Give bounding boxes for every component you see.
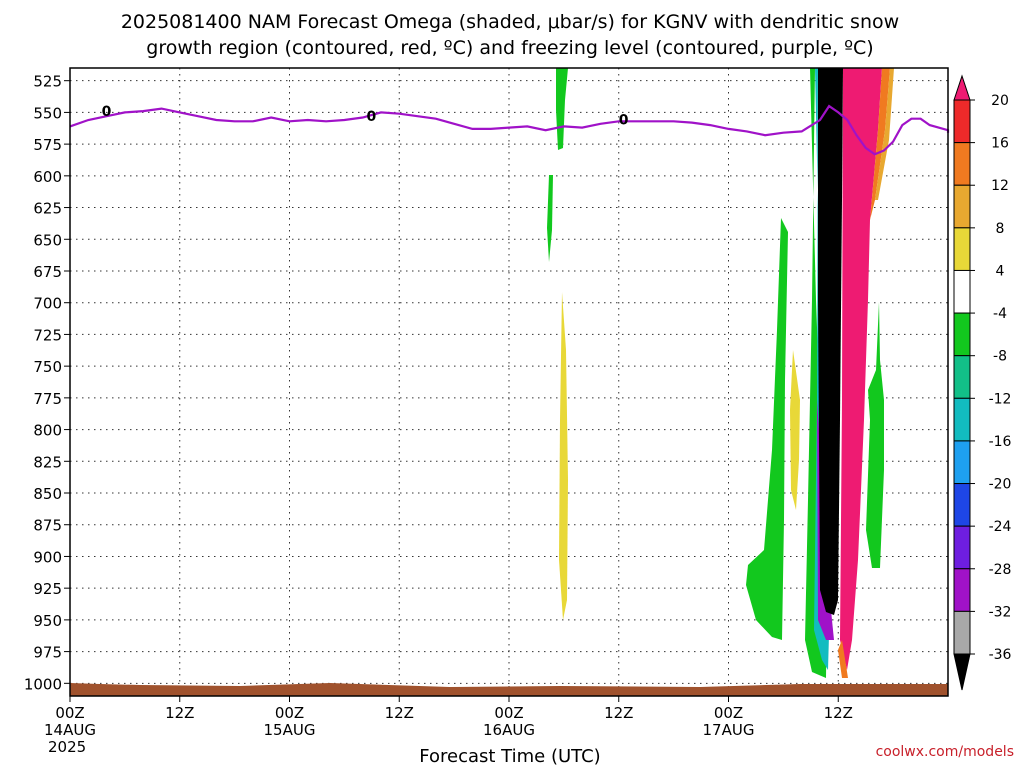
black-shade-core xyxy=(818,68,843,615)
y-tick-label: 675 xyxy=(33,263,62,281)
y-tick-label: 525 xyxy=(33,73,62,91)
credit-text: coolwx.com/models xyxy=(876,744,1014,760)
freezing-level-label: 0 xyxy=(367,109,377,125)
colorbar-segment xyxy=(953,312,971,357)
freezing-level-contour xyxy=(69,104,950,156)
y-tick-label: 950 xyxy=(33,612,62,630)
x-tick-label: 17AUG xyxy=(703,721,755,739)
y-tick-label: 700 xyxy=(33,295,62,313)
colorbar-segment xyxy=(953,568,971,612)
x-tick-label: 2025 xyxy=(48,738,86,756)
colorbar-tick-label: -24 xyxy=(989,519,1012,535)
y-tick-label: 875 xyxy=(33,517,62,535)
x-tick-label: 12Z xyxy=(604,704,633,722)
colorbar-segment xyxy=(953,440,971,485)
colorbar-segment xyxy=(953,184,971,229)
freezing-level-label: 0 xyxy=(619,113,629,129)
chart-title-line2: growth region (contoured, red, ºC) and f… xyxy=(146,37,873,59)
colorbar: 20 16 12 8 4 -4 -8 -12 -16 -20 -24 -28 -32 -36 xyxy=(953,74,1012,691)
plot-area: 0 0 0 xyxy=(69,67,950,697)
x-tick-label: 00Z xyxy=(275,704,304,722)
yellow-shade-right xyxy=(790,350,800,510)
y-tick-label: 900 xyxy=(33,548,62,566)
colorbar-segment xyxy=(953,142,971,186)
colorbar-tick-label: -28 xyxy=(989,562,1012,578)
x-tick-label: 15AUG xyxy=(264,721,316,739)
colorbar-tick-label: -32 xyxy=(989,604,1012,620)
chart-title-line1: 2025081400 NAM Forecast Omega (shaded, μ… xyxy=(121,11,899,33)
y-tick-label: 775 xyxy=(33,390,62,408)
y-tick-label: 1000 xyxy=(24,675,62,693)
x-tick-label: 00Z xyxy=(714,704,743,722)
orange-shade-edge xyxy=(870,68,890,220)
y-tick-label: 750 xyxy=(33,358,62,376)
x-axis-label: Forecast Time (UTC) xyxy=(419,746,600,767)
x-tick-label: 00Z xyxy=(55,704,84,722)
colorbar-tick-label: -20 xyxy=(989,477,1012,493)
colorbar-tick-label: -4 xyxy=(993,306,1007,322)
colorbar-segment xyxy=(953,525,971,570)
y-tick-label: 800 xyxy=(33,422,62,440)
y-tick-label: 925 xyxy=(33,580,62,598)
green-shade-top xyxy=(556,68,568,150)
colorbar-bottom-arrow xyxy=(953,653,971,691)
colorbar-segment xyxy=(953,483,971,527)
x-tick-label: 00Z xyxy=(494,704,523,722)
x-tick-label: 12Z xyxy=(165,704,194,722)
colorbar-tick-label: 16 xyxy=(991,136,1009,152)
colorbar-tick-label: 20 xyxy=(991,93,1009,109)
freezing-level-label: 0 xyxy=(102,104,112,120)
colorbar-tick-label: -16 xyxy=(989,434,1012,450)
colorbar-segment xyxy=(953,99,971,144)
colorbar-segment xyxy=(953,227,971,271)
colorbar-tick-label: -8 xyxy=(993,349,1007,365)
colorbar-segment xyxy=(953,397,971,442)
omega-shading xyxy=(547,68,894,678)
orange-shade-base xyxy=(838,640,848,678)
colorbar-top-arrow xyxy=(953,74,971,101)
colorbar-tick-label: 12 xyxy=(991,178,1009,194)
x-tick-label: 16AUG xyxy=(483,721,535,739)
y-tick-label: 825 xyxy=(33,453,62,471)
freezing-level-labels: 0 0 0 xyxy=(102,104,629,129)
green-shade-right xyxy=(866,302,884,568)
y-tick-label: 600 xyxy=(33,168,62,186)
colorbar-segment xyxy=(953,610,971,655)
colorbar-segment xyxy=(953,355,971,399)
y-tick-label: 975 xyxy=(33,644,62,662)
y-axis-ticks: 525 550 575 600 625 650 675 700 725 750 775 800 825 8… xyxy=(24,73,70,693)
y-tick-label: 550 xyxy=(33,104,62,122)
colorbar-tick-label: -36 xyxy=(989,647,1012,663)
green-shade-left-lower xyxy=(746,218,788,640)
terrain-surface xyxy=(70,683,948,696)
y-tick-label: 650 xyxy=(33,231,62,249)
y-tick-label: 725 xyxy=(33,326,62,344)
y-tick-label: 575 xyxy=(33,136,62,154)
colorbar-tick-label: -12 xyxy=(989,391,1012,407)
y-tick-label: 850 xyxy=(33,485,62,503)
y-tick-label: 625 xyxy=(33,200,62,218)
x-tick-label: 14AUG xyxy=(44,721,96,739)
colorbar-tick-label: 8 xyxy=(996,221,1005,237)
green-shade-600 xyxy=(547,175,553,262)
x-tick-label: 12Z xyxy=(824,704,853,722)
yellow-shade-mid xyxy=(559,292,568,620)
yellow-shade-edge xyxy=(875,68,894,200)
x-tick-label: 12Z xyxy=(385,704,414,722)
colorbar-segment xyxy=(953,269,971,314)
magenta-shade-core xyxy=(840,68,882,670)
colorbar-tick-label: 4 xyxy=(996,263,1005,279)
